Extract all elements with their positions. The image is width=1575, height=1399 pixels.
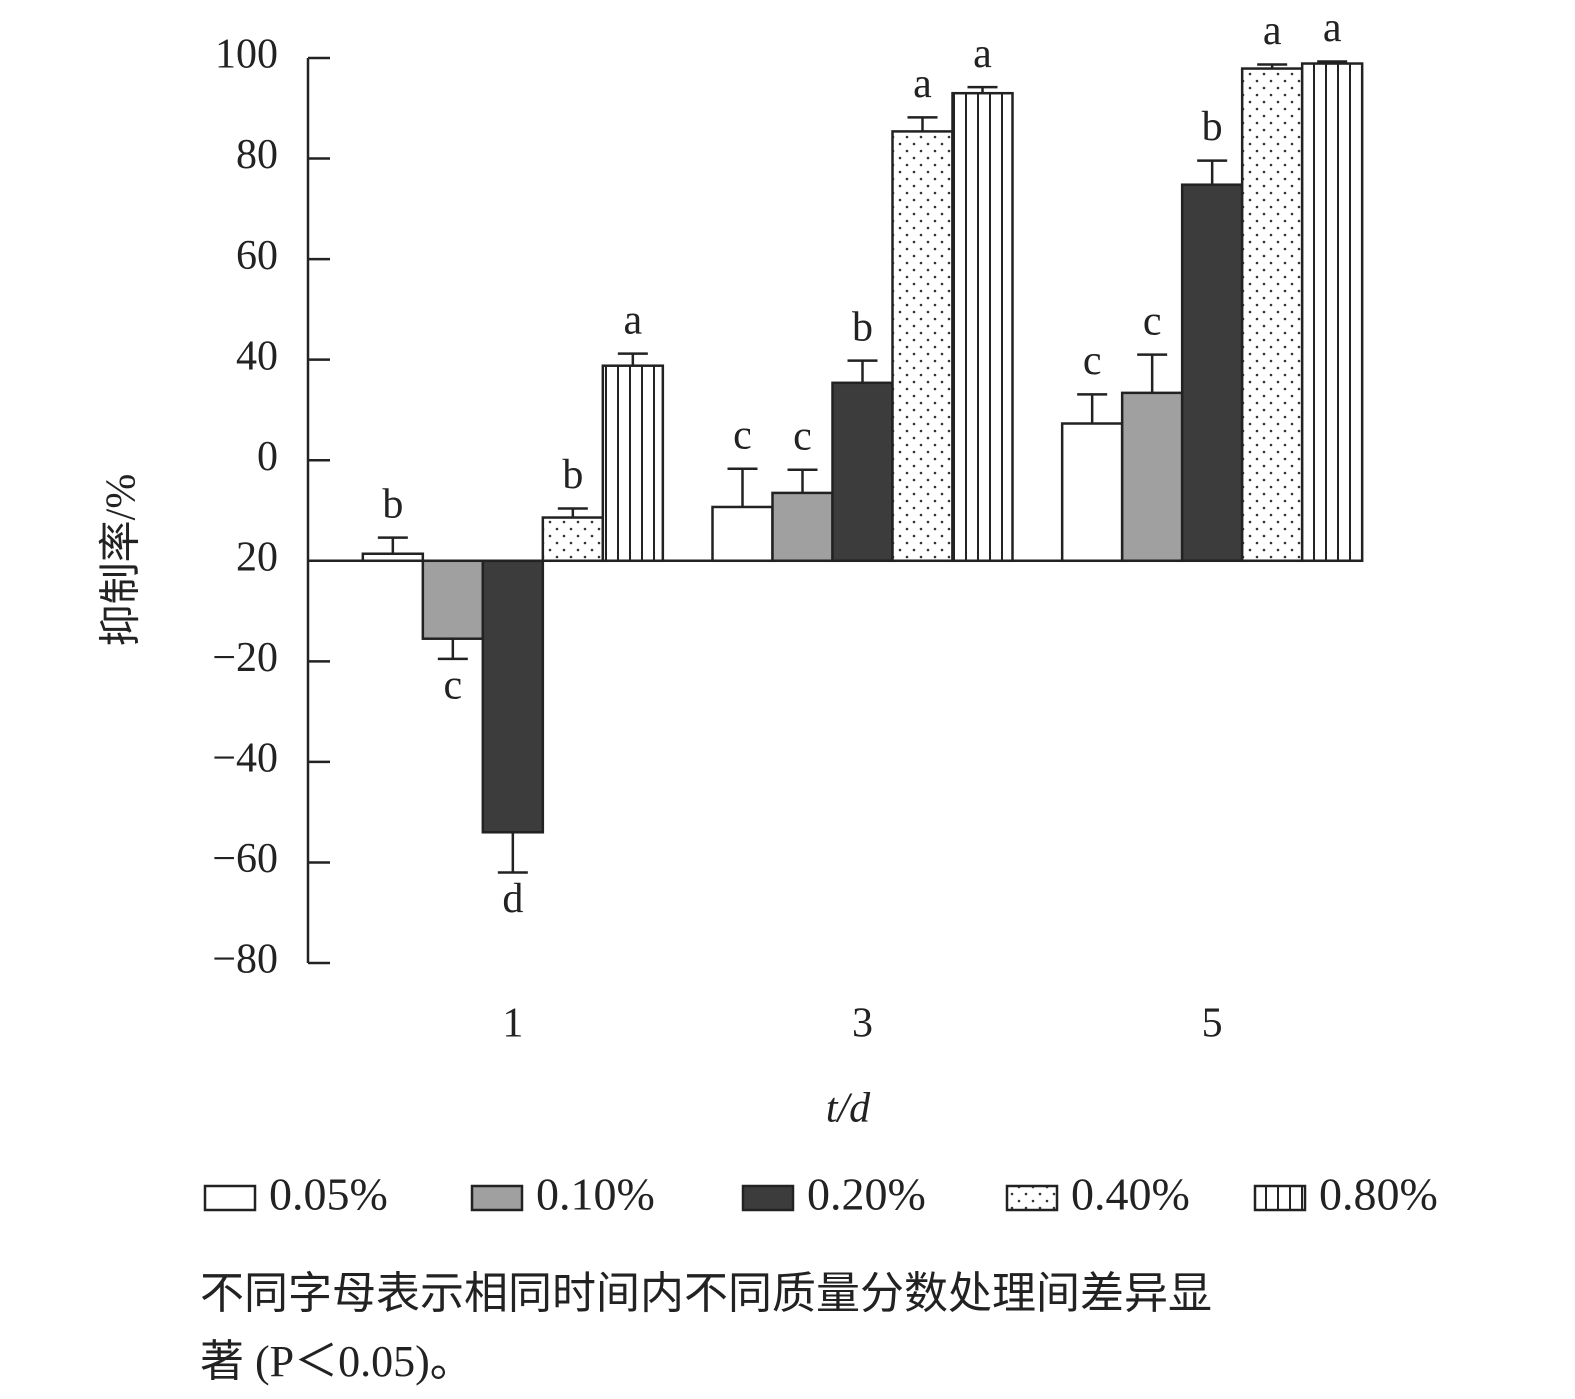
y-tick-label: −20: [212, 635, 278, 681]
error-bar: [727, 467, 758, 507]
note: 不同字母表示相同时间内不同质量分数处理间差异显: [200, 1269, 1212, 1318]
y-tick-label: −80: [212, 937, 278, 983]
bar: [891, 130, 954, 563]
y-axis-title: 抑制率/%: [98, 474, 145, 647]
bar: [831, 381, 894, 563]
significance-letter: a: [1323, 5, 1342, 51]
error-bar: [1197, 159, 1228, 185]
legend-label: 0.05%: [269, 1169, 388, 1220]
note: 著 (P＜0.05)。: [200, 1337, 474, 1386]
legend-swatch: [741, 1184, 795, 1212]
error-bar: [377, 536, 408, 554]
significance-letter: c: [733, 412, 752, 458]
significance-letter: a: [1263, 8, 1282, 54]
significance-letter: d: [502, 876, 523, 922]
y-tick-label: 20: [236, 534, 278, 580]
legend-swatch: [470, 1184, 524, 1212]
legend-swatch: [1253, 1184, 1307, 1212]
y-tick-label: 60: [236, 233, 278, 279]
y-tick-label: 40: [236, 333, 278, 379]
bar: [1240, 67, 1304, 563]
error-bar: [1317, 60, 1348, 64]
significance-letter: c: [1143, 298, 1162, 344]
bar: [481, 559, 545, 834]
legend-label: 0.10%: [536, 1169, 655, 1220]
x-tick-label: 5: [1202, 1001, 1223, 1047]
significance-letter: a: [973, 31, 992, 77]
error-bar: [787, 468, 818, 493]
significance-letter: b: [562, 452, 583, 498]
bar: [1180, 183, 1244, 563]
legend-swatch: [1005, 1184, 1059, 1212]
bar: [601, 364, 665, 563]
y-tick-label: −40: [212, 736, 278, 782]
significance-letter: c: [1083, 338, 1102, 384]
error-bar: [437, 638, 468, 661]
bar: [711, 505, 774, 563]
legend-label: 0.80%: [1319, 1169, 1438, 1220]
error-bar: [967, 85, 998, 94]
error-bar: [617, 352, 648, 366]
y-tick-label: −60: [212, 836, 278, 882]
y-tick-label: 0: [257, 434, 278, 480]
y-tick-label: 100: [215, 32, 278, 78]
significance-letter: a: [913, 61, 932, 107]
y-tick-label: 80: [236, 132, 278, 178]
bar: [771, 491, 834, 563]
error-bar: [497, 832, 528, 874]
error-bar: [847, 359, 878, 383]
significance-letter: b: [852, 304, 873, 350]
significance-letter: b: [1202, 104, 1223, 150]
bar: [1300, 62, 1364, 563]
bar: [541, 516, 605, 563]
x-tick-label: 1: [502, 1001, 523, 1047]
x-tick-label: 3: [852, 1001, 873, 1047]
significance-letter: a: [624, 297, 643, 343]
error-bar: [1077, 393, 1108, 424]
error-bar: [1257, 63, 1288, 69]
significance-letter: b: [382, 481, 403, 527]
legend-swatch: [203, 1184, 257, 1212]
legend-label: 0.40%: [1071, 1169, 1190, 1220]
error-bar: [557, 507, 588, 518]
error-bar: [1137, 353, 1168, 393]
significance-letter: c: [444, 662, 463, 708]
bar: [421, 559, 485, 640]
bar: [951, 91, 1014, 563]
significance-letter: c: [793, 413, 812, 459]
x-axis-title: t/d: [826, 1086, 871, 1132]
bar: [1060, 422, 1124, 563]
bar: [1120, 391, 1184, 563]
legend-label: 0.20%: [807, 1169, 926, 1220]
error-bar: [907, 116, 938, 132]
